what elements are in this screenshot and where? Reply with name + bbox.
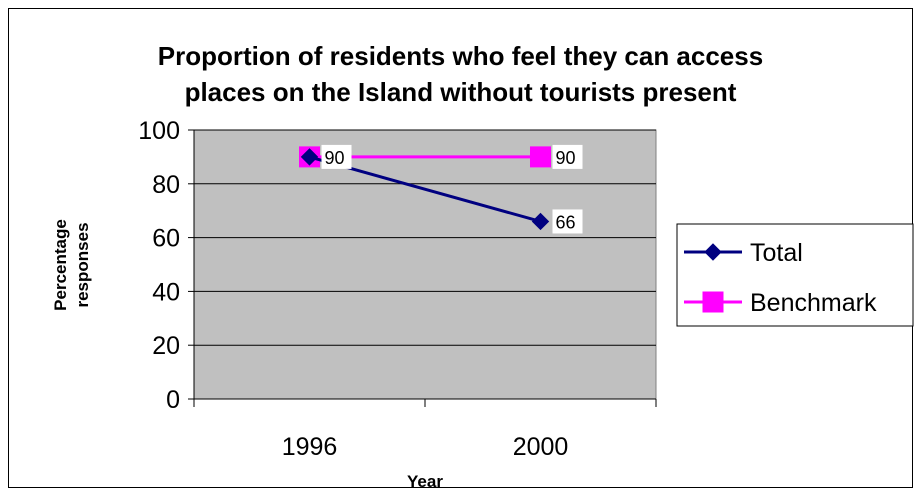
y-tick-label: 100 — [138, 117, 180, 145]
total-data-label: 66 — [556, 212, 576, 232]
legend-marker-benchmark — [702, 291, 724, 313]
y-axis-title: Percentage responses — [51, 219, 92, 311]
y-axis-title-line: responses — [73, 222, 92, 307]
y-axis-title-line: Percentage — [51, 219, 70, 311]
y-tick-label: 40 — [152, 278, 180, 306]
total-data-label: 90 — [325, 148, 345, 168]
benchmark-data-label: 90 — [556, 148, 576, 168]
legend-marker-total — [704, 243, 722, 261]
x-tick-label: 1996 — [282, 433, 338, 461]
total-point — [531, 212, 550, 231]
y-tick-label: 80 — [152, 171, 180, 199]
benchmark-point — [530, 146, 551, 168]
x-axis-title: Year — [407, 472, 443, 491]
benchmark-data-label-box — [552, 144, 583, 169]
total-point — [300, 148, 319, 166]
legend-label-total: Total — [750, 239, 803, 267]
chart-title-line-1: Proportion of residents who feel they ca… — [157, 41, 764, 71]
legend-label-benchmark: Benchmark — [750, 289, 877, 317]
chart-title: Proportion of residents who feel they ca… — [0, 38, 921, 110]
chart-title-line-2: places on the Island without tourists pr… — [184, 77, 737, 107]
y-tick-label: 60 — [152, 225, 180, 253]
y-tick-label: 20 — [152, 332, 180, 360]
total-data-label-box — [552, 209, 583, 234]
plot-area — [193, 129, 657, 400]
x-tick-label: 2000 — [513, 433, 569, 461]
y-tick-label: 0 — [166, 386, 180, 414]
total-data-label-box — [321, 144, 352, 169]
